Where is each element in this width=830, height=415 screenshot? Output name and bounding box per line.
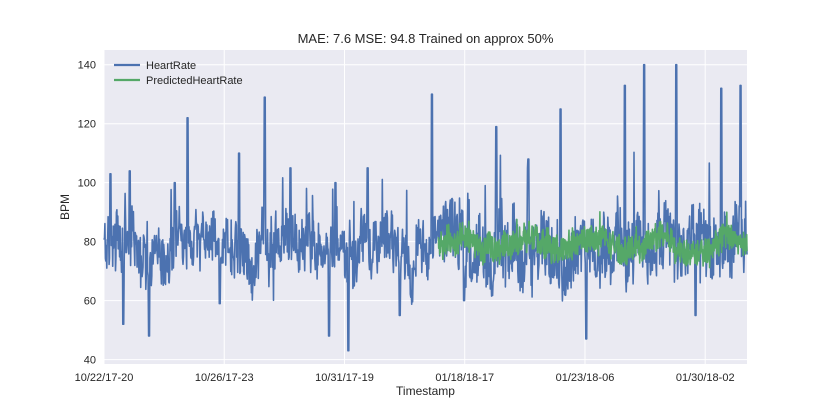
x-axis-ticks: 10/22/17-20 10/26/17-23 10/31/17-19 01/18/1…: [75, 372, 735, 384]
x-tick-label: 01/30/18-02: [676, 372, 735, 384]
y-tick-label: 40: [84, 355, 96, 367]
legend: HeartRate PredictedHeartRate: [114, 60, 243, 87]
y-tick-label: 80: [84, 237, 96, 249]
chart-title: MAE: 7.6 MSE: 94.8 Trained on approx 50%: [298, 31, 554, 46]
legend-label-heartrate: HeartRate: [146, 60, 196, 72]
x-axis-label: Timestamp: [396, 384, 455, 398]
plot-background: [104, 50, 747, 364]
x-tick-label: 01/18/18-17: [435, 372, 494, 384]
y-tick-label: 120: [78, 119, 96, 131]
series-line-predictedheartrate: [437, 211, 748, 269]
y-axis-ticks: 40 60 80 100 120 140: [78, 60, 96, 367]
y-axis-label: BPM: [58, 194, 72, 220]
y-tick-label: 100: [78, 178, 96, 190]
x-tick-label: 01/23/18-06: [556, 372, 615, 384]
x-tick-label: 10/31/17-19: [315, 372, 374, 384]
y-tick-label: 140: [78, 60, 96, 72]
x-tick-label: 10/22/17-20: [75, 372, 134, 384]
y-tick-label: 60: [84, 296, 96, 308]
legend-label-predicted: PredictedHeartRate: [146, 75, 243, 87]
x-tick-label: 10/26/17-23: [195, 372, 254, 384]
series-layer: [103, 63, 748, 352]
